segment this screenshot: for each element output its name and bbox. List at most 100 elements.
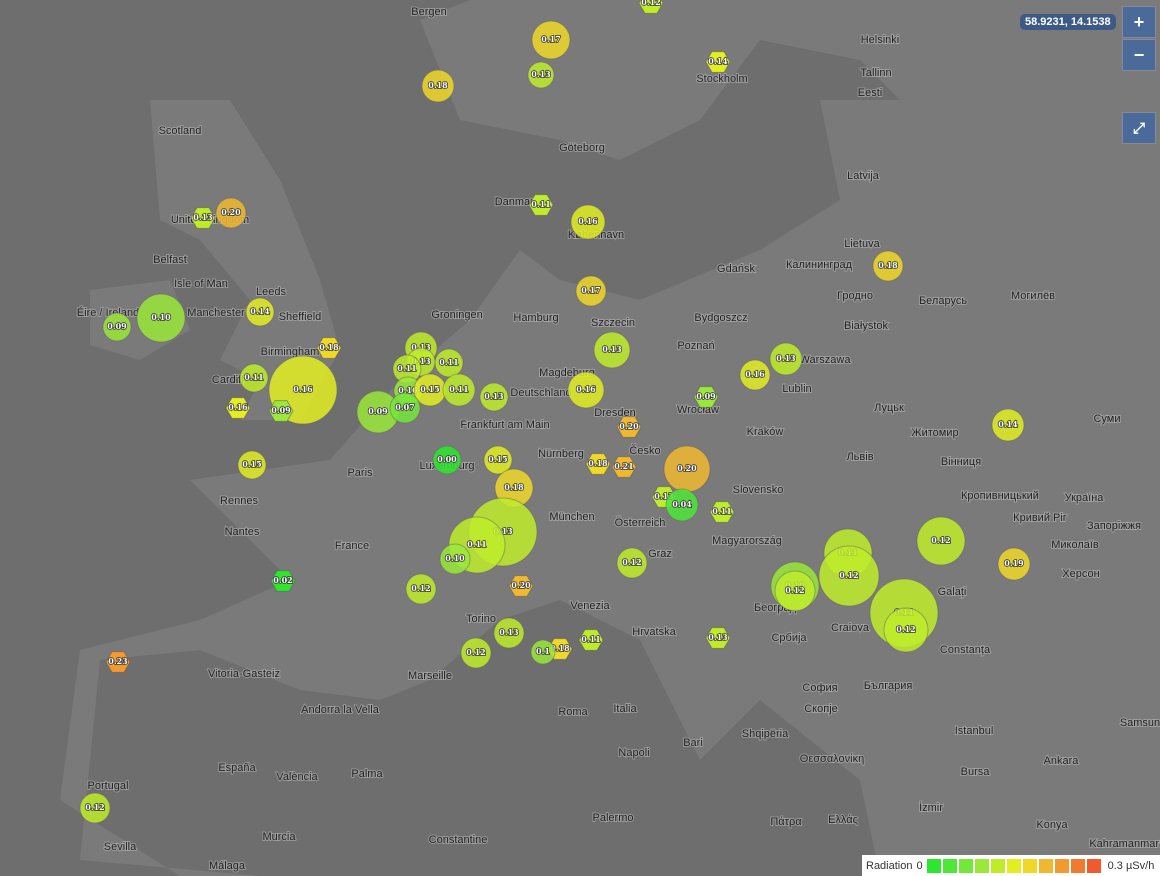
sensor-marker[interactable]: 0.13 — [493, 617, 525, 649]
sensor-marker[interactable]: 0.18 — [421, 69, 455, 103]
marker-hexagon — [709, 501, 735, 523]
legend-title: Radiation — [866, 859, 913, 872]
sensor-marker[interactable]: 0.13 — [705, 627, 731, 649]
place-label: Bydgoszcz — [694, 312, 747, 324]
marker-label: 0.18 — [319, 342, 339, 352]
sensor-marker[interactable]: 0.11 — [528, 194, 554, 216]
sensor-marker[interactable]: 0.18 — [585, 453, 611, 475]
zoom-out-button[interactable]: − — [1122, 39, 1156, 71]
sensor-marker[interactable]: 0.13 — [479, 382, 509, 412]
sensor-marker[interactable]: 0.12 — [638, 0, 664, 14]
marker-label: 0.14 — [708, 56, 728, 66]
sensor-marker[interactable]: 0.13 — [769, 342, 803, 376]
sensor-marker[interactable]: 0.23 — [105, 651, 131, 673]
marker-label: 0.04 — [672, 499, 692, 509]
sensor-marker[interactable]: 0.12 — [818, 545, 880, 607]
marker-circle — [215, 197, 247, 229]
sensor-marker[interactable]: 0.09 — [356, 390, 400, 434]
sensor-marker[interactable]: 0.10 — [136, 293, 186, 343]
sensor-marker[interactable]: 0.14 — [245, 297, 275, 327]
marker-circle — [405, 573, 437, 605]
sensor-marker[interactable]: 0.09 — [693, 386, 719, 408]
sensor-marker[interactable]: 0.12 — [460, 637, 492, 669]
sensor-marker[interactable]: 0.19 — [997, 547, 1031, 581]
sensor-marker[interactable]: 0.00 — [432, 445, 462, 475]
place-label: Česko — [629, 444, 660, 457]
marker-label: 0.17 — [581, 285, 600, 295]
marker-label: 0.12 — [839, 570, 858, 580]
legend-swatch — [1086, 858, 1101, 873]
sensor-marker[interactable]: 0.20 — [508, 575, 534, 597]
sensor-marker[interactable]: 0.21 — [611, 456, 637, 478]
sensor-marker[interactable]: 0.12 — [883, 607, 929, 653]
legend-swatch — [1022, 858, 1037, 873]
marker-label: 0.16 — [745, 369, 765, 379]
place-label: Istanbul — [955, 725, 994, 737]
sensor-marker[interactable]: 0.17 — [531, 20, 571, 60]
sensor-marker[interactable]: 0.15 — [237, 450, 267, 480]
sensor-marker[interactable]: 0.10 — [439, 543, 471, 575]
sensor-marker[interactable]: 0.16 — [570, 204, 606, 240]
place-label: Craiova — [831, 622, 870, 634]
sensor-marker[interactable]: 0.12 — [916, 516, 966, 566]
sensor-marker[interactable]: 0.11 — [434, 348, 464, 378]
sensor-marker[interactable]: 0.16 — [739, 359, 771, 391]
marker-label: 0.11 — [244, 372, 263, 382]
sensor-marker[interactable]: 0.14 — [991, 408, 1025, 442]
zoom-in-button[interactable]: + — [1122, 6, 1156, 38]
place-label: Bari — [683, 737, 703, 749]
sensor-marker[interactable]: 0.13 — [190, 207, 216, 229]
sensor-marker[interactable]: 0.12 — [616, 547, 648, 579]
sensor-marker[interactable]: 0.11 — [442, 373, 476, 407]
sensor-marker[interactable]: 0.11 — [239, 363, 269, 393]
sensor-marker[interactable]: 0.11 — [578, 629, 604, 651]
marker-hexagon — [268, 400, 294, 422]
fullscreen-button[interactable]: ⤢ — [1122, 112, 1156, 144]
sensor-marker[interactable]: 0.12 — [79, 792, 111, 824]
sensor-marker[interactable]: 0.1 — [530, 639, 556, 665]
place-label: Миколаїв — [1051, 539, 1099, 551]
marker-label: 0.12 — [466, 647, 485, 657]
sensor-marker[interactable]: 0.13 — [593, 331, 631, 369]
legend-swatch — [1054, 858, 1069, 873]
place-label: Napoli — [618, 747, 649, 759]
sensor-marker[interactable]: 0.11 — [709, 501, 735, 523]
sensor-marker[interactable]: 0.17 — [575, 275, 607, 307]
marker-circle — [479, 382, 509, 412]
sensor-marker[interactable]: 0.16 — [225, 397, 251, 419]
place-label: Belfast — [153, 254, 187, 266]
marker-circle — [616, 547, 648, 579]
sensor-marker[interactable]: 0.18 — [872, 250, 904, 282]
marker-label: 0.15 — [488, 454, 507, 464]
sensor-marker[interactable]: 0.09 — [268, 400, 294, 422]
sensor-marker[interactable]: 0.20 — [663, 445, 711, 493]
sensor-marker[interactable]: 0.07 — [389, 392, 421, 424]
marker-circle — [570, 204, 606, 240]
sensor-marker[interactable]: 0.18 — [316, 337, 342, 359]
sensor-marker[interactable]: 0.14 — [705, 51, 731, 73]
marker-circle — [530, 639, 556, 665]
marker-label: 0.13 — [531, 69, 551, 79]
place-label: València — [276, 771, 318, 783]
place-label: Gdańsk — [717, 263, 755, 275]
sensor-marker[interactable]: 0.04 — [665, 488, 699, 522]
place-label: България — [864, 680, 913, 692]
sensor-marker[interactable]: 0.09 — [102, 312, 132, 342]
marker-label: 0.09 — [271, 405, 291, 415]
sensor-marker[interactable]: 0.20 — [215, 197, 247, 229]
sensor-marker[interactable]: 0.11 — [392, 354, 422, 384]
sensor-marker[interactable]: 0.15 — [483, 445, 513, 475]
sensor-marker[interactable]: 0.02 — [270, 570, 296, 592]
sensor-marker[interactable]: 0.20 — [616, 416, 642, 438]
marker-label: 0.13 — [499, 627, 519, 637]
sensor-marker[interactable]: 0.12 — [774, 570, 816, 612]
sensor-marker[interactable]: 0.13 — [527, 61, 555, 89]
sensor-marker[interactable]: 0.16 — [567, 371, 605, 409]
legend-swatch — [974, 858, 989, 873]
sensor-marker[interactable]: 0.12 — [405, 573, 437, 605]
place-label: Constanța — [940, 644, 991, 656]
marker-circle — [102, 312, 132, 342]
place-label: Калининград — [786, 259, 853, 271]
